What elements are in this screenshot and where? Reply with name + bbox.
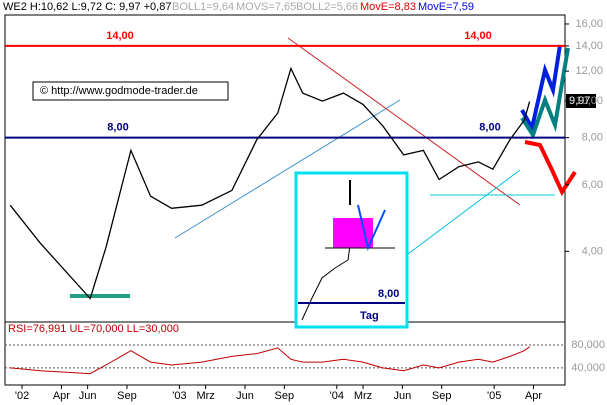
- header-move: MovE=7,59: [418, 1, 474, 13]
- header-symbol: WE2 H:10,62 L:9,72 C: 9,97 +0,87: [3, 1, 171, 13]
- x-tick-label: Jun: [394, 390, 412, 402]
- header-move: MovE=8,83: [360, 1, 416, 13]
- y-tick-label: 12,00: [575, 65, 603, 77]
- inset-price: [301, 244, 351, 321]
- y-tick-label: 14,00: [575, 40, 603, 52]
- x-tick-label: Apr: [525, 390, 542, 402]
- x-tick-label: '04: [330, 390, 344, 402]
- trend-line: [287, 37, 521, 206]
- inset-level-label: 8,00: [378, 288, 399, 300]
- y-tick-label: 8,00: [582, 132, 603, 144]
- watermark: © http://www.godmode-trader.de: [40, 85, 198, 97]
- rsi-title: RSI=76,991 UL=70,000 LL=30,000: [8, 323, 179, 335]
- price-tag-box: [566, 94, 596, 108]
- inset-period: Tag: [360, 310, 379, 322]
- header-boll2: BOLL2=5,66: [296, 1, 358, 13]
- rsi-tick-label: 80,000: [571, 339, 605, 351]
- watermark-box: [32, 81, 229, 101]
- x-tick-label: Sep: [275, 390, 295, 402]
- level-label: 8,00: [479, 122, 500, 134]
- x-tick-label: Sep: [117, 390, 137, 402]
- x-tick-label: Mrz: [354, 390, 372, 402]
- x-tick-label: Jun: [79, 390, 97, 402]
- level-label: 14,00: [106, 30, 134, 42]
- level-label: 8,00: [107, 122, 128, 134]
- x-tick-label: Apr: [53, 390, 70, 402]
- header-movs: MOVS=7,65: [236, 1, 296, 13]
- x-tick-label: Jun: [236, 390, 254, 402]
- header-boll1: BOLL1=9,64: [172, 1, 234, 13]
- x-tick-label: '03: [172, 390, 186, 402]
- y-tick-label: 10,00: [575, 95, 603, 107]
- x-tick-label: Sep: [432, 390, 452, 402]
- y-tick-label: 4,00: [582, 245, 603, 257]
- x-tick-label: '05: [487, 390, 501, 402]
- rsi-tick-label: 40,000: [571, 362, 605, 374]
- y-tick-label: 6,00: [582, 179, 603, 191]
- price-line: [9, 66, 531, 300]
- x-tick-label: '02: [15, 390, 29, 402]
- inset-box: [294, 171, 409, 329]
- inset-arrow: [357, 204, 386, 252]
- arrow: [520, 47, 570, 140]
- trend-line: [174, 99, 401, 239]
- level-label: 14,00: [464, 30, 492, 42]
- price-tag: 9,97: [569, 95, 590, 107]
- rsi-line: [10, 346, 530, 375]
- y-tick-label: 16,00: [575, 18, 603, 30]
- x-tick-label: Mrz: [196, 390, 214, 402]
- rsi-frame: [4, 321, 566, 386]
- arrow: [520, 44, 562, 134]
